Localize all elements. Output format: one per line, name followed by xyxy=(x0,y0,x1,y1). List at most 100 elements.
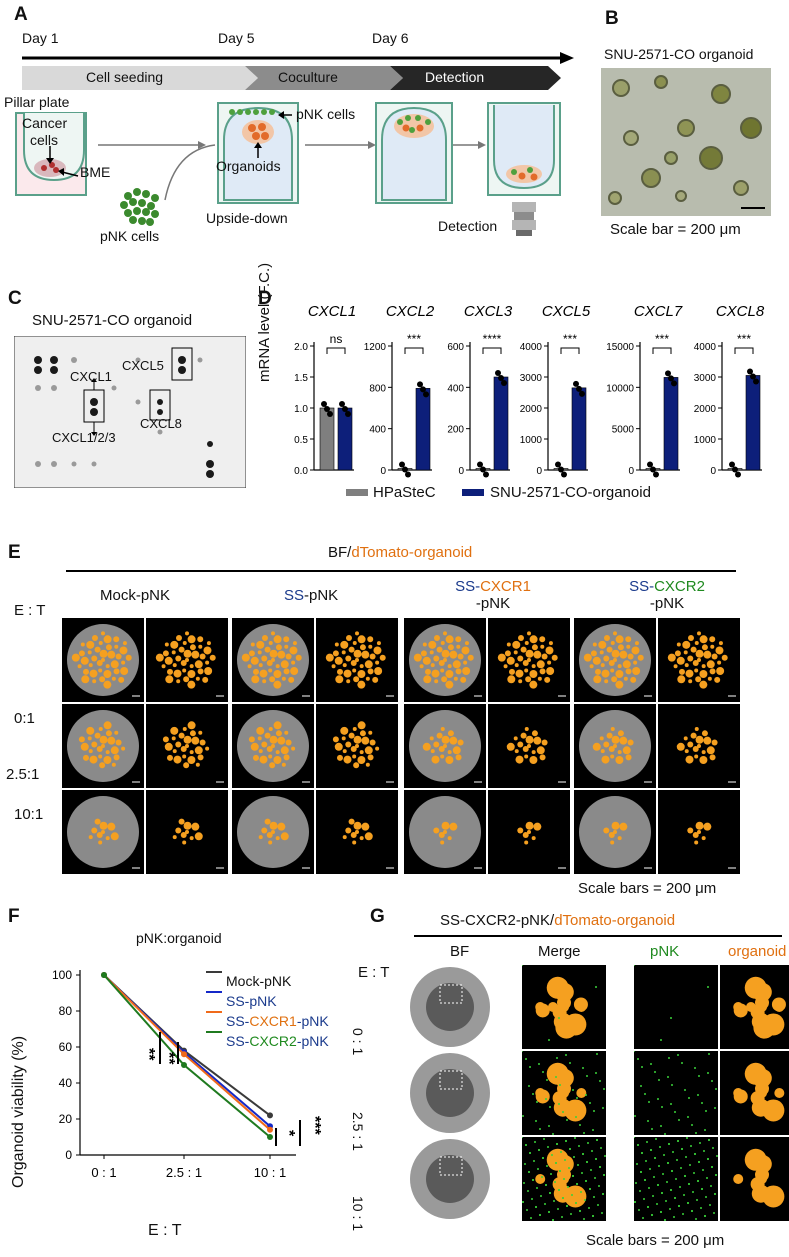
pnk-dot xyxy=(522,1115,524,1117)
pnk-dot xyxy=(540,1195,542,1197)
pnk-dot xyxy=(559,1170,561,1172)
organoid-spot xyxy=(82,668,89,675)
organoid-spot xyxy=(447,644,454,651)
organoid-spot xyxy=(626,644,631,649)
pnk-dot xyxy=(709,1204,711,1206)
organoid-spot xyxy=(634,641,639,646)
organoid-spot xyxy=(677,675,686,684)
organoid-spot xyxy=(631,646,640,655)
y-tick-label: 400 xyxy=(447,383,464,394)
y-tick-label: 2000 xyxy=(520,404,543,415)
data-point xyxy=(573,380,579,387)
organoid-spot xyxy=(99,821,108,830)
organoid-spot xyxy=(433,827,440,834)
organoid-spot xyxy=(613,631,617,636)
pnk-dot xyxy=(599,1080,601,1082)
phase-coculture: Coculture xyxy=(278,69,338,85)
pnk-dot xyxy=(646,1141,648,1143)
organoid-blob xyxy=(535,1174,546,1184)
organoid-spot xyxy=(367,668,374,675)
organoid-spot xyxy=(685,755,694,764)
sig-label: ns xyxy=(330,332,343,346)
g-col-pnk: pNK xyxy=(650,943,680,960)
pnk-dot xyxy=(553,1200,555,1202)
day1-label: Day 1 xyxy=(22,30,59,46)
organoid-spot xyxy=(627,739,634,746)
group-cxcr1-a: SS- xyxy=(455,578,481,595)
sig-bracket xyxy=(404,347,424,354)
pnk-dot xyxy=(704,1215,706,1217)
organoid-spot xyxy=(379,654,386,661)
organoid-spot xyxy=(343,755,352,764)
pnk-dot xyxy=(687,1116,689,1118)
pnk-dot xyxy=(657,1098,659,1100)
organoid-spot xyxy=(695,649,704,658)
pnk-dot xyxy=(589,1102,591,1104)
organoid-spot xyxy=(113,668,120,675)
organoid-spot xyxy=(617,664,622,669)
pnk-dot xyxy=(695,1218,697,1220)
organoid-spot xyxy=(598,640,607,649)
organoid-spot xyxy=(452,660,461,669)
pnk-dot xyxy=(671,1170,673,1172)
organoid-spot xyxy=(281,676,286,681)
organoid-spot xyxy=(694,840,699,845)
organoid-spot xyxy=(604,679,609,684)
organoid-blob xyxy=(733,1089,748,1104)
y-tick-label: 400 xyxy=(369,425,386,436)
organoid-spot xyxy=(171,650,176,655)
pnk-dot xyxy=(640,1171,642,1173)
organoid-blob xyxy=(547,1002,558,1012)
organoid-spot xyxy=(443,658,447,662)
pnk-dot xyxy=(643,1198,645,1200)
organoid-spot xyxy=(189,836,194,841)
organoid-spot xyxy=(441,821,450,830)
pnk-dot xyxy=(637,1144,639,1146)
organoid-spot xyxy=(610,668,615,673)
data-point xyxy=(753,378,759,385)
data-point xyxy=(483,471,489,478)
panel-e-scale: Scale bars = 200 μm xyxy=(578,880,717,897)
organoid-spot xyxy=(189,644,196,651)
organoid-spot xyxy=(187,635,196,644)
organoid-spot xyxy=(99,649,108,658)
organoid-spot xyxy=(107,736,116,745)
pnk-dot xyxy=(715,1174,717,1176)
pnk-dot xyxy=(601,1212,603,1214)
organoid-spot xyxy=(440,727,445,732)
organoid-spot xyxy=(258,835,263,840)
pnk-dot xyxy=(539,1214,541,1216)
organoid-spot xyxy=(497,653,506,662)
organoid-spot xyxy=(436,646,443,653)
organoid-spot xyxy=(424,668,431,675)
pnk-dot xyxy=(653,1176,655,1178)
organoid-spot xyxy=(617,730,624,737)
data-point xyxy=(417,381,423,388)
organoid-blob xyxy=(755,1167,769,1182)
pnk-dot xyxy=(603,1174,605,1176)
organoid-spot xyxy=(716,667,725,676)
y-tick-label: 4000 xyxy=(520,342,543,353)
legend-swatch-hpastec xyxy=(346,489,368,496)
organoid-spot xyxy=(445,756,454,765)
chart-title: CXCL8 xyxy=(716,303,765,320)
panel-b-title: SNU-2571-CO organoid xyxy=(604,46,754,62)
organoid-spot xyxy=(277,736,286,745)
organoid-spot xyxy=(517,655,524,662)
organoid-spot xyxy=(685,669,694,678)
organoid-spot xyxy=(539,754,546,761)
pnk-dot xyxy=(575,1116,577,1118)
organoid-spot xyxy=(608,745,615,752)
organoid-spot xyxy=(155,653,164,662)
organoid-spot xyxy=(273,721,282,730)
organoid-spot xyxy=(615,756,624,765)
organoid-spot xyxy=(610,754,615,759)
pnk-dot xyxy=(656,1203,658,1205)
organoid-spot xyxy=(257,736,262,741)
organoid-spot xyxy=(275,644,282,651)
y-tick-label: 0 xyxy=(710,466,716,477)
organoid-spot xyxy=(601,755,610,764)
organoid-spot xyxy=(536,660,545,669)
pnk-dot xyxy=(534,1141,536,1143)
pnk-dot xyxy=(522,1137,523,1138)
